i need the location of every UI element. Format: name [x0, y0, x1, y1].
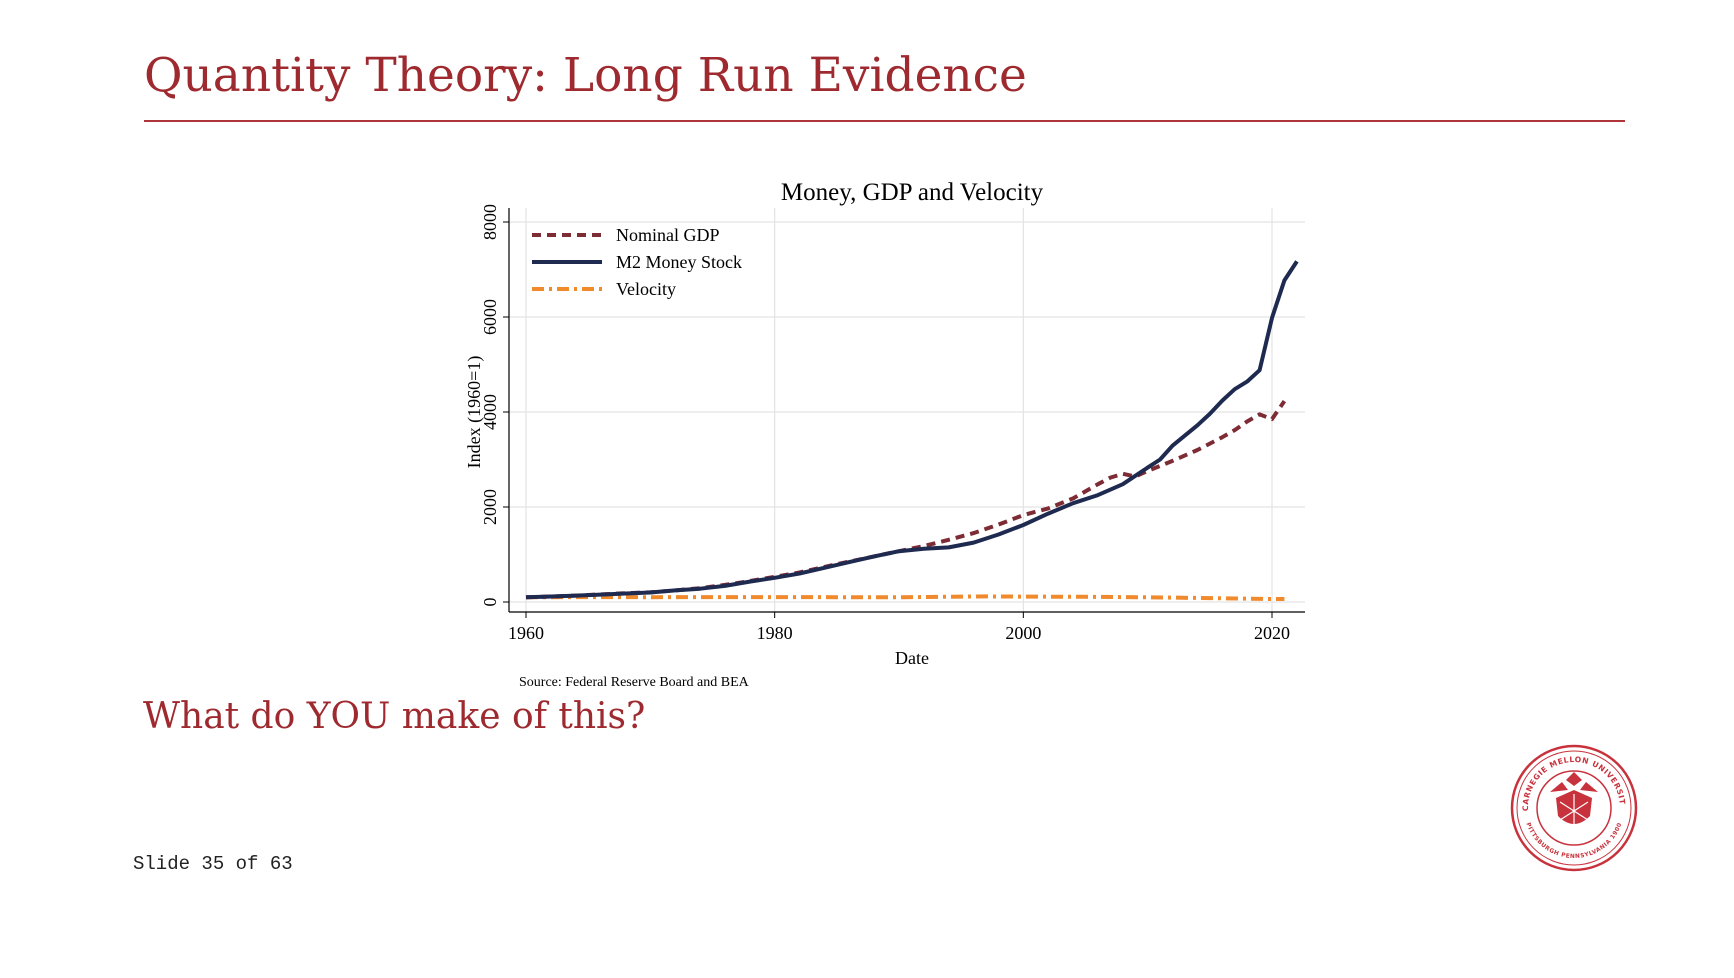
- y-axis-label: Index (1960=1): [464, 356, 485, 469]
- seal-bottom-text: PITTSBURGH PENNSYLVANIA 1900: [1525, 822, 1623, 860]
- chart-title: Money, GDP and Velocity: [781, 179, 1044, 206]
- x-tick-label: 1960: [508, 623, 544, 643]
- legend-label: Nominal GDP: [616, 225, 720, 245]
- title-rule: [144, 120, 1625, 122]
- y-tick-label: 8000: [480, 204, 500, 240]
- x-tick-label: 2020: [1254, 623, 1290, 643]
- chart-lines: [525, 260, 1299, 601]
- series-line-m2-money-stock: [525, 260, 1299, 600]
- question-text: What do YOU make of this?: [143, 696, 646, 737]
- chart-source: Source: Federal Reserve Board and BEA: [519, 675, 750, 690]
- legend-label: M2 Money Stock: [616, 252, 742, 272]
- y-tick-label: 2000: [480, 489, 500, 525]
- series-line-velocity: [525, 594, 1285, 601]
- x-axis-label: Date: [895, 648, 929, 668]
- y-tick-label: 0: [480, 598, 500, 607]
- chart: Money, GDP and Velocity 1960 1980 2000 2020…: [464, 179, 1305, 690]
- legend-label: Velocity: [616, 279, 676, 299]
- x-tick-label: 1980: [757, 623, 793, 643]
- x-tick-label: 2000: [1005, 623, 1041, 643]
- series-line-nominal-gdp: [525, 399, 1287, 600]
- y-tick-label: 6000: [480, 299, 500, 335]
- y-tick-label: 4000: [480, 394, 500, 430]
- thistle-crest-icon: [1550, 772, 1598, 824]
- chart-axes: [503, 208, 1305, 618]
- y-tick-labels: 0 2000 4000 6000 8000: [480, 204, 500, 607]
- slide-counter: Slide 35 of 63: [133, 853, 293, 875]
- chart-grid: [509, 208, 1305, 612]
- x-tick-labels: 1960 1980 2000 2020: [508, 623, 1290, 643]
- slide-title: Quantity Theory: Long Run Evidence: [144, 48, 1027, 103]
- chart-legend: Nominal GDP M2 Money Stock Velocity: [532, 225, 742, 299]
- svg-text:PITTSBURGH PENNSYLVANIA 1900: PITTSBURGH PENNSYLVANIA 1900: [1525, 822, 1624, 860]
- university-seal-logo: CARNEGIE MELLON UNIVERSITY PITTSBURGH PE…: [1510, 744, 1638, 872]
